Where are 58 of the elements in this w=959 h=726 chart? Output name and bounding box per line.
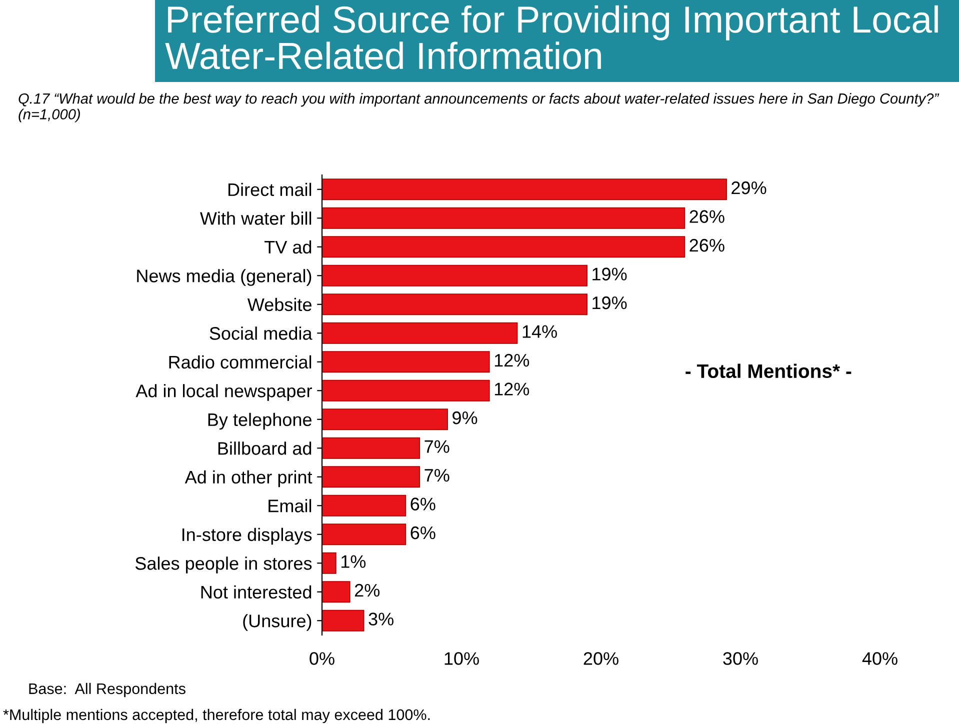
y-tick-label: News media (general): [137, 269, 312, 286]
data-label: 12%: [494, 354, 530, 367]
annotation: - Total Mentions* -: [686, 364, 852, 378]
data-label: 9%: [452, 411, 478, 424]
data-label: 7%: [424, 469, 450, 482]
bar: [322, 610, 364, 632]
x-tick-label: 30%: [723, 652, 758, 665]
data-label: 19%: [592, 296, 627, 310]
y-tick-label: Direct mail: [228, 182, 312, 196]
bar: [322, 178, 727, 200]
y-tick-label: Ad in other print: [184, 470, 312, 488]
y-tick-label: Radio commercial: [169, 355, 312, 369]
y-tick-label: TV ad: [264, 240, 312, 254]
data-label: 19%: [592, 268, 627, 280]
y-tick-label: By telephone: [208, 412, 312, 430]
data-label: 12%: [494, 382, 530, 396]
y-tick-label: (Unsure): [243, 614, 312, 631]
x-tick-label: 0%: [310, 652, 334, 665]
data-label: 3%: [368, 612, 394, 626]
data-label: 26%: [690, 238, 724, 252]
y-tick-label: Billboard ad: [218, 442, 312, 455]
y-tick-label: Not interested: [201, 585, 312, 599]
text: Base: All Respondents: [29, 682, 186, 698]
bar: [322, 294, 588, 316]
data-label: 6%: [410, 498, 436, 510]
text: *Multiple mentions accepted, therefore total may exceed 100%.: [3, 708, 430, 724]
y-tick-label: Website: [247, 298, 312, 312]
y-tick-label: With water bill: [200, 212, 312, 225]
data-label: 26%: [690, 210, 724, 223]
bar: [322, 207, 686, 229]
bar: [322, 437, 420, 459]
bar: [322, 380, 490, 402]
data-label: 7%: [424, 440, 450, 453]
chart-title: Preferred Source for Providing Important Local Water-Related Information: [165, 5, 938, 70]
bar: [322, 351, 490, 373]
y-tick-label: Social media: [210, 326, 312, 340]
bar: [322, 322, 518, 344]
bar: [322, 494, 406, 516]
bar: [322, 408, 448, 430]
data-label: 2%: [354, 584, 380, 597]
y-tick-label: Ad in local newspaper: [136, 384, 312, 401]
y-tick-label: Email: [268, 499, 312, 512]
chart-subtitle: Q.17 “What would be the best way to reach you with important announcements or facts about water-related issues here in San Diego County?” (n=1,000): [18, 93, 940, 122]
bar: [322, 552, 336, 574]
data-label: 6%: [410, 526, 436, 540]
bar: [322, 524, 406, 546]
data-label: 1%: [341, 555, 366, 568]
data-label: 29%: [732, 181, 766, 194]
bar: [322, 236, 686, 258]
x-tick-label: 20%: [584, 652, 618, 665]
bar: [322, 466, 420, 488]
data-label: 14%: [522, 325, 557, 338]
bar: [322, 581, 350, 603]
x-tick-label: 40%: [862, 652, 898, 665]
y-tick-label: Sales people in stores: [135, 556, 312, 574]
x-tick-label: 10%: [444, 652, 479, 665]
bar: [322, 264, 588, 286]
y-tick-label: In-store displays: [182, 528, 312, 545]
